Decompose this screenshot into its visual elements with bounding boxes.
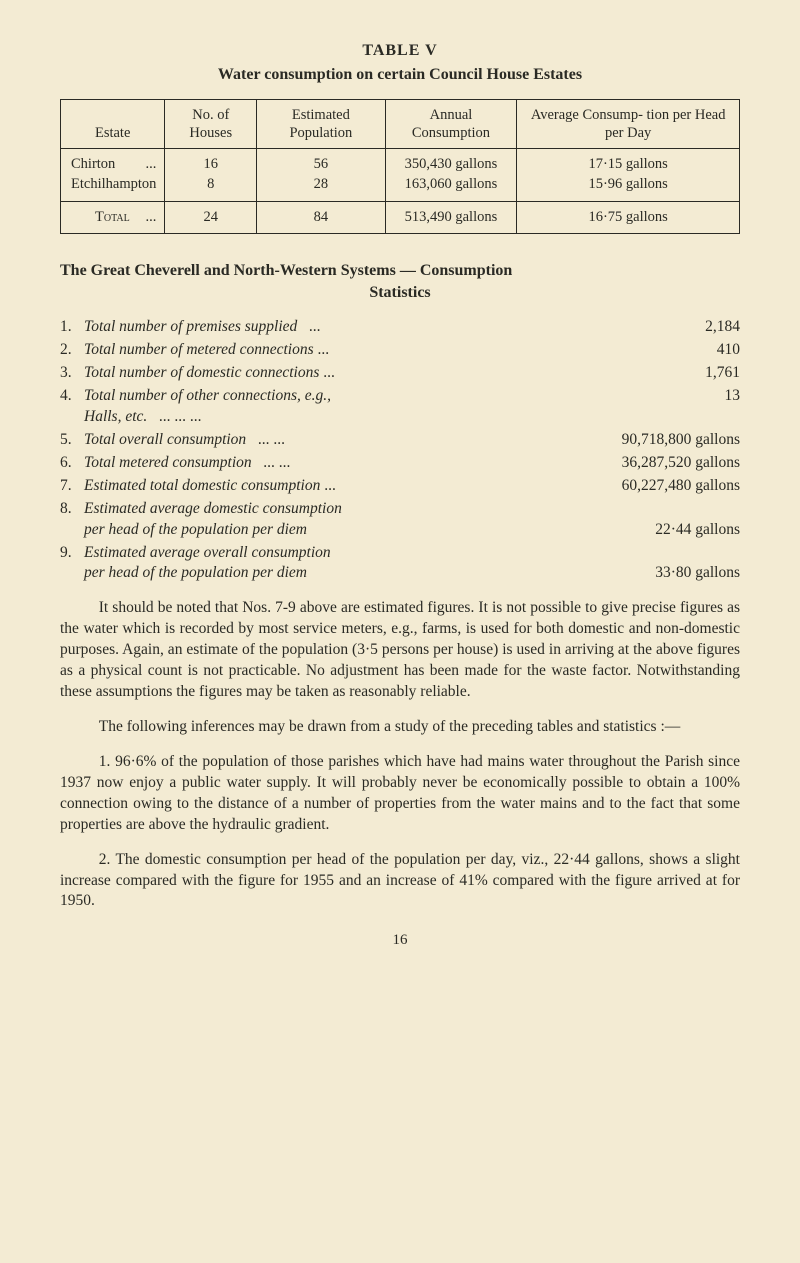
item-num: 4. — [60, 386, 84, 428]
col-avg: Average Consump- tion per Head per Day — [517, 100, 740, 149]
page-number: 16 — [60, 930, 740, 950]
total-label-cell: Total ... — [61, 201, 165, 234]
item-num: 6. — [60, 453, 84, 474]
list-item: 3.Total number of domestic connections .… — [60, 363, 740, 384]
estate-cell: Chirton... Etchilhampton — [61, 149, 165, 201]
stats-list: 1.Total number of premises supplied ...2… — [60, 317, 740, 584]
cell-val: 28 — [265, 175, 376, 195]
avg-cell: 17·15 gallons 15·96 gallons — [517, 149, 740, 201]
item-desc: Total number of other connections, e.g.,… — [84, 386, 580, 428]
item-val: 36,287,520 gallons — [580, 453, 740, 474]
item-val: 1,761 — [580, 363, 740, 384]
item-num: 5. — [60, 430, 84, 451]
estate-name: Chirton — [71, 155, 115, 175]
col-annual: Annual Consumption — [385, 100, 517, 149]
list-item: 4.Total number of other connections, e.g… — [60, 386, 740, 428]
item-desc: Estimated average domestic consumption p… — [84, 499, 580, 541]
table-total-row: Total ... 24 84 513,490 gallons 16·75 ga… — [61, 201, 740, 234]
section-title-line1: The Great Cheverell and North-Western Sy… — [60, 260, 740, 282]
body-paragraph: It should be noted that Nos. 7-9 above a… — [60, 598, 740, 703]
table-label: TABLE V — [60, 40, 740, 62]
list-item: 1.Total number of premises supplied ...2… — [60, 317, 740, 338]
total-pop: 84 — [257, 201, 385, 234]
total-avg: 16·75 gallons — [517, 201, 740, 234]
total-houses: 24 — [165, 201, 257, 234]
item-val: 2,184 — [580, 317, 740, 338]
total-dots: ... — [146, 208, 157, 228]
section-title: The Great Cheverell and North-Western Sy… — [60, 260, 740, 303]
cell-val: 350,430 gallons — [394, 155, 509, 175]
pop-cell: 56 28 — [257, 149, 385, 201]
body-paragraph: 1. 96·6% of the population of those pari… — [60, 752, 740, 836]
col-pop: Estimated Population — [257, 100, 385, 149]
list-item: 7.Estimated total domestic consumption .… — [60, 476, 740, 497]
list-item: 6.Total metered consumption ... ...36,28… — [60, 453, 740, 474]
item-desc: Estimated total domestic consumption ... — [84, 476, 580, 497]
item-val: 33·80 gallons — [580, 563, 740, 584]
item-num: 3. — [60, 363, 84, 384]
item-num: 1. — [60, 317, 84, 338]
total-annual: 513,490 gallons — [385, 201, 517, 234]
item-num: 9. — [60, 543, 84, 585]
item-desc: Total overall consumption ... ... — [84, 430, 580, 451]
body-paragraph: 2. The domestic consumption per head of … — [60, 850, 740, 913]
estate-dots: ... — [146, 155, 157, 175]
item-num: 8. — [60, 499, 84, 541]
estate-name: Etchilhampton — [71, 175, 156, 195]
annual-cell: 350,430 gallons 163,060 gallons — [385, 149, 517, 201]
houses-cell: 16 8 — [165, 149, 257, 201]
item-num: 2. — [60, 340, 84, 361]
col-estate: Estate — [61, 100, 165, 149]
item-desc: Estimated average overall consumption pe… — [84, 543, 580, 585]
cell-val: 15·96 gallons — [525, 175, 731, 195]
cell-val: 56 — [265, 155, 376, 175]
item-val: 90,718,800 gallons — [580, 430, 740, 451]
section-title-line2: Statistics — [60, 282, 740, 304]
cell-val: 163,060 gallons — [394, 175, 509, 195]
item-val: 13 — [580, 386, 740, 428]
list-item: 5.Total overall consumption ... ...90,71… — [60, 430, 740, 451]
total-label: Total — [95, 208, 130, 228]
list-item: 8.Estimated average domestic consumption… — [60, 499, 740, 541]
item-desc: Total number of premises supplied ... — [84, 317, 580, 338]
item-val: 22·44 gallons — [580, 520, 740, 541]
list-item: 9.Estimated average overall consumption … — [60, 543, 740, 585]
item-desc: Total number of metered connections ... — [84, 340, 580, 361]
item-desc: Total metered consumption ... ... — [84, 453, 580, 474]
table-title: Water consumption on certain Council Hou… — [60, 64, 740, 86]
cell-val: 8 — [173, 175, 248, 195]
cell-val: 16 — [173, 155, 248, 175]
consumption-table: Estate No. of Houses Estimated Populatio… — [60, 99, 740, 234]
item-num: 7. — [60, 476, 84, 497]
col-houses: No. of Houses — [165, 100, 257, 149]
item-desc: Total number of domestic connections ... — [84, 363, 580, 384]
item-val: 60,227,480 gallons — [580, 476, 740, 497]
cell-val: 17·15 gallons — [525, 155, 731, 175]
body-paragraph: The following inferences may be drawn fr… — [60, 717, 740, 738]
table-header-row: Estate No. of Houses Estimated Populatio… — [61, 100, 740, 149]
list-item: 2.Total number of metered connections ..… — [60, 340, 740, 361]
item-val: 410 — [580, 340, 740, 361]
